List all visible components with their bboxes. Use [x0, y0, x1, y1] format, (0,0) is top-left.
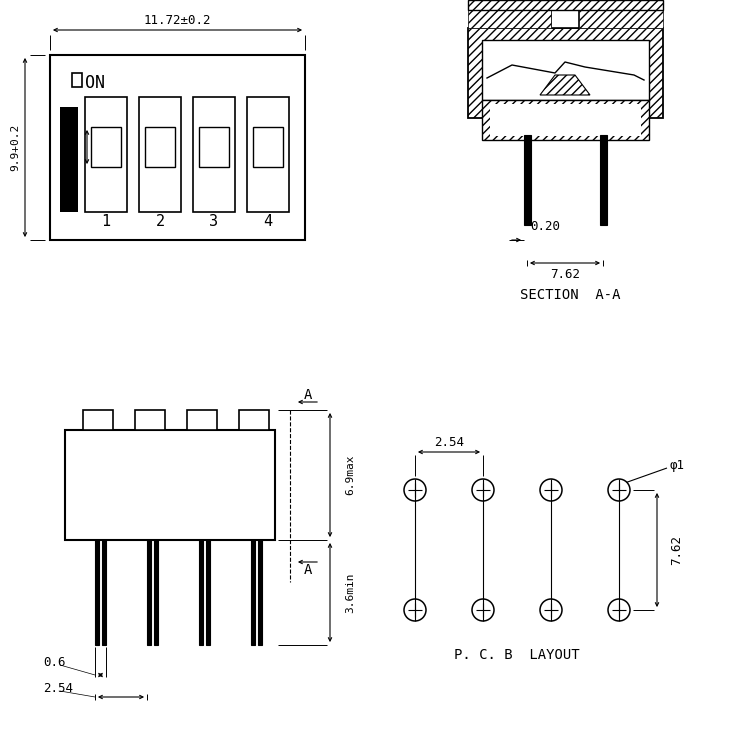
Text: 2: 2	[155, 214, 164, 229]
Bar	[83, 410, 113, 430]
Text: A: A	[304, 563, 312, 577]
Text: 2.54: 2.54	[434, 435, 464, 448]
Bar	[65, 430, 275, 540]
Bar	[139, 97, 181, 212]
Text: ON: ON	[85, 74, 105, 92]
Bar	[145, 127, 175, 167]
Bar	[253, 127, 283, 167]
Bar	[482, 100, 649, 140]
Bar	[147, 540, 151, 645]
Bar	[60, 107, 78, 212]
Text: 3.5: 3.5	[60, 142, 79, 152]
Bar	[251, 540, 255, 645]
Text: 7.62: 7.62	[550, 268, 580, 281]
Text: 3.6min: 3.6min	[345, 572, 355, 613]
Bar	[95, 540, 99, 645]
Bar	[524, 135, 531, 225]
Text: 7.62: 7.62	[670, 535, 683, 565]
Bar	[193, 97, 235, 212]
Text: 9.9+0.2: 9.9+0.2	[10, 124, 20, 171]
Bar	[154, 540, 158, 645]
Text: 1: 1	[101, 214, 110, 229]
Bar	[600, 135, 607, 225]
Bar	[102, 540, 106, 645]
Bar	[490, 104, 641, 136]
Polygon shape	[540, 75, 590, 95]
Text: 3: 3	[209, 214, 218, 229]
Text: P. C. B  LAYOUT: P. C. B LAYOUT	[454, 648, 580, 662]
Bar	[468, 10, 551, 28]
Text: 6.9max: 6.9max	[345, 455, 355, 496]
Bar	[135, 410, 165, 430]
Bar	[247, 97, 289, 212]
Bar	[50, 55, 305, 240]
Bar	[85, 97, 127, 212]
Bar	[239, 410, 269, 430]
Bar	[468, 28, 663, 118]
Bar	[187, 410, 217, 430]
Bar	[579, 10, 663, 28]
Text: 2.54: 2.54	[43, 683, 73, 696]
Bar	[72, 73, 82, 87]
Bar	[468, 0, 663, 10]
Text: φ1: φ1	[669, 459, 684, 472]
Bar	[91, 127, 121, 167]
Bar	[199, 127, 229, 167]
Bar	[551, 10, 579, 28]
Bar	[199, 540, 203, 645]
Text: A: A	[304, 388, 312, 402]
Text: 0.20: 0.20	[530, 220, 560, 234]
Text: 11.72±0.2: 11.72±0.2	[144, 14, 211, 26]
Text: 4: 4	[263, 214, 272, 229]
Bar	[258, 540, 262, 645]
Bar	[206, 540, 210, 645]
Text: SECTION  A-A: SECTION A-A	[520, 288, 620, 302]
Bar	[482, 40, 649, 100]
Text: 0.6: 0.6	[43, 656, 65, 669]
